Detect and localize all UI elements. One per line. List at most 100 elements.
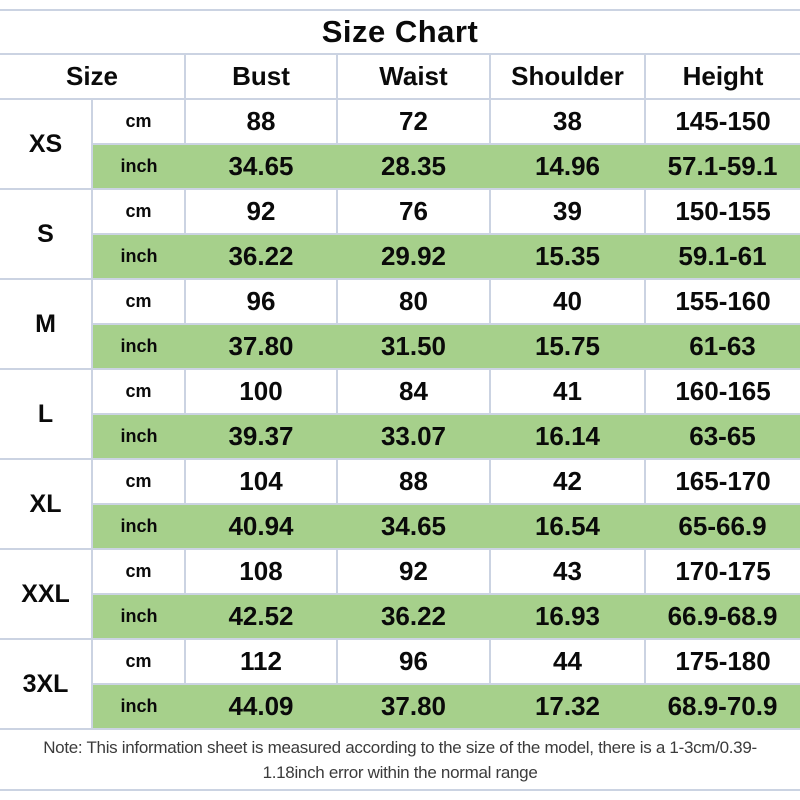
bust-inch-value: 36.22 [185,233,337,279]
bust-cm-value: 112 [184,638,338,684]
waist-cm-value: 76 [336,188,491,234]
unit-label-cm: cm [91,278,186,324]
size-row-l-inch: inch 39.37 33.07 16.14 63-65 [0,413,800,459]
bust-inch-value: 40.94 [185,503,337,549]
size-label: M [0,278,93,369]
height-cm-value: 170-175 [643,548,800,594]
waist-cm-value: 88 [336,458,491,504]
shoulder-inch-value: 15.35 [490,233,645,279]
height-inch-value: 59.1-61 [645,233,800,279]
size-row-xl-cm: XL cm 104 88 42 165-170 [0,458,800,549]
waist-inch-value: 31.50 [337,323,490,369]
unit-label-cm: cm [91,98,186,144]
shoulder-cm-value: 44 [489,638,646,684]
height-inch-value: 63-65 [645,413,800,459]
unit-label-inch: inch [92,413,185,459]
title-row: Size Chart [0,9,800,55]
shoulder-cm-value: 43 [489,548,646,594]
bust-inch-value: 39.37 [185,413,337,459]
shoulder-cm-value: 38 [489,98,646,144]
height-cm-value: 150-155 [643,188,800,234]
unit-label-cm: cm [91,458,186,504]
size-row-xxl-inch: inch 42.52 36.22 16.93 66.9-68.9 [0,593,800,639]
bust-inch-value: 44.09 [185,683,337,729]
height-cm-value: 145-150 [643,98,800,144]
height-cm-value: 165-170 [643,458,800,504]
header-bust: Bust [184,54,338,100]
size-label: L [0,368,93,459]
size-table-body: Size Chart Size Bust Waist Shoulder Heig… [0,9,800,791]
size-chart-table: Size Chart Size Bust Waist Shoulder Heig… [0,9,800,791]
waist-inch-value: 34.65 [337,503,490,549]
size-row-3xl-cm: 3XL cm 112 96 44 175-180 [0,638,800,729]
height-inch-value: 65-66.9 [645,503,800,549]
size-row-xl-inch: inch 40.94 34.65 16.54 65-66.9 [0,503,800,549]
waist-cm-value: 96 [336,638,491,684]
unit-label-inch: inch [92,143,185,189]
shoulder-inch-value: 16.54 [490,503,645,549]
shoulder-inch-value: 17.32 [490,683,645,729]
unit-label-cm: cm [91,548,186,594]
shoulder-inch-value: 14.96 [490,143,645,189]
bust-cm-value: 92 [184,188,338,234]
bust-cm-value: 96 [184,278,338,324]
shoulder-cm-value: 42 [489,458,646,504]
waist-cm-value: 92 [336,548,491,594]
height-inch-value: 66.9-68.9 [645,593,800,639]
waist-inch-value: 37.80 [337,683,490,729]
size-row-xs-inch: inch 34.65 28.35 14.96 57.1-59.1 [0,143,800,189]
unit-label-inch: inch [92,323,185,369]
unit-label-inch: inch [92,593,185,639]
shoulder-inch-value: 16.93 [490,593,645,639]
unit-label-inch: inch [92,683,185,729]
unit-label-inch: inch [92,233,185,279]
page-title: Size Chart [0,9,800,55]
bust-inch-value: 34.65 [185,143,337,189]
note-line-1: Note: This information sheet is measured… [43,737,757,757]
size-row-xxl-cm: XXL cm 108 92 43 170-175 [0,548,800,639]
shoulder-inch-value: 15.75 [490,323,645,369]
bust-inch-value: 42.52 [185,593,337,639]
size-label: XXL [0,548,93,639]
bust-cm-value: 88 [184,98,338,144]
height-cm-value: 160-165 [643,368,800,414]
size-label: XL [0,458,93,549]
note-row: Note: This information sheet is measured… [0,728,800,791]
size-row-s-inch: inch 36.22 29.92 15.35 59.1-61 [0,233,800,279]
waist-inch-value: 33.07 [337,413,490,459]
height-cm-value: 175-180 [643,638,800,684]
unit-label-inch: inch [92,503,185,549]
bust-cm-value: 104 [184,458,338,504]
unit-label-cm: cm [91,368,186,414]
waist-cm-value: 72 [336,98,491,144]
size-label: XS [0,98,93,189]
shoulder-cm-value: 41 [489,368,646,414]
shoulder-cm-value: 40 [489,278,646,324]
height-inch-value: 61-63 [645,323,800,369]
shoulder-inch-value: 16.14 [490,413,645,459]
size-row-m-inch: inch 37.80 31.50 15.75 61-63 [0,323,800,369]
unit-label-cm: cm [91,188,186,234]
note-text: Note: This information sheet is measured… [0,735,800,785]
note-cell: Note: This information sheet is measured… [0,728,800,791]
waist-inch-value: 36.22 [337,593,490,639]
waist-cm-value: 80 [336,278,491,324]
size-row-3xl-inch: inch 44.09 37.80 17.32 68.9-70.9 [0,683,800,729]
header-shoulder: Shoulder [489,54,646,100]
height-cm-value: 155-160 [643,278,800,324]
height-inch-value: 57.1-59.1 [645,143,800,189]
unit-label-cm: cm [91,638,186,684]
waist-inch-value: 29.92 [337,233,490,279]
bust-inch-value: 37.80 [185,323,337,369]
header-waist: Waist [336,54,491,100]
header-size: Size [0,54,185,100]
header-row: Size Bust Waist Shoulder Height [0,54,800,100]
size-row-xs-cm: XS cm 88 72 38 145-150 [0,98,800,189]
size-label: 3XL [0,638,93,729]
size-label: S [0,188,93,279]
note-line-2: 1.18inch error within the normal range [262,762,538,782]
height-inch-value: 68.9-70.9 [645,683,800,729]
